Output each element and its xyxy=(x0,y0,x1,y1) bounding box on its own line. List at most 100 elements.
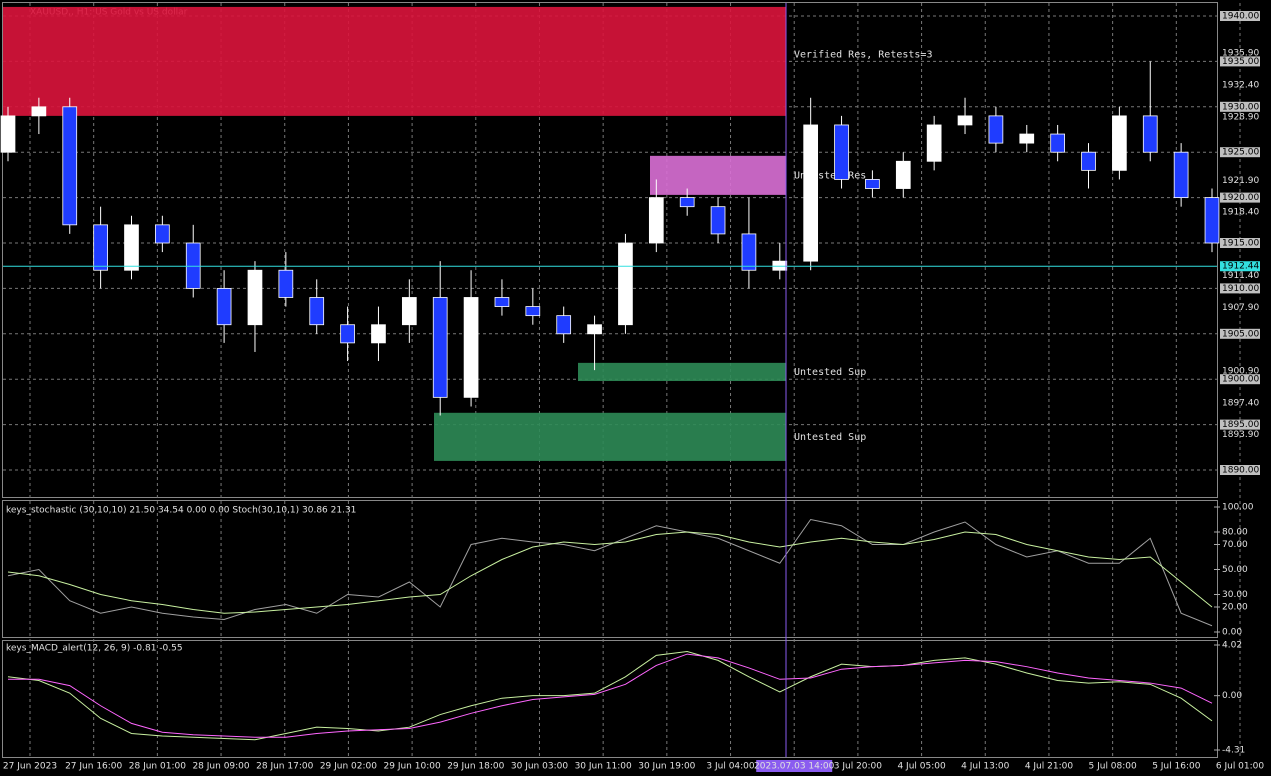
y-tick-label: 0.00 xyxy=(1222,628,1242,638)
x-tick-label: 28 Jun 01:00 xyxy=(129,762,186,772)
x-tick-label: 4 Jul 21:00 xyxy=(1025,762,1074,772)
x-tick-label: 29 Jun 10:00 xyxy=(384,762,441,772)
tick-box xyxy=(1220,283,1260,294)
x-tick-label: 4 Jul 13:00 xyxy=(961,762,1010,772)
tick-box xyxy=(1220,11,1260,21)
candle-body xyxy=(741,233,757,271)
y-tick-label: 1907.90 xyxy=(1222,303,1259,313)
candle-body xyxy=(340,324,355,344)
candle-body xyxy=(216,287,232,326)
y-tick-label: 1935.90 xyxy=(1222,49,1259,59)
x-tick-label: 27 Jun 16:00 xyxy=(65,762,122,772)
y-tick-label: 30.00 xyxy=(1222,590,1248,600)
panel-title: keys_stochastic (30,10,10) 21.50 34.54 0… xyxy=(6,506,356,516)
candle-body xyxy=(155,224,170,244)
candle-body xyxy=(648,197,664,244)
zone-label: Verified Res, Retests=3 xyxy=(794,49,932,60)
tick-box xyxy=(1220,192,1260,203)
y-tick-label: -4.31 xyxy=(1222,746,1245,756)
candle-body xyxy=(1204,197,1220,244)
tick-box xyxy=(1220,147,1260,158)
zone-label: Untested Res xyxy=(794,170,866,181)
tick-box xyxy=(1220,56,1260,67)
price-panel xyxy=(2,2,1218,498)
zone xyxy=(650,155,786,195)
y-tick-label: 1918.40 xyxy=(1222,208,1259,218)
indicator-line xyxy=(7,531,1213,614)
candle-body xyxy=(1173,151,1189,198)
candle-body xyxy=(1019,133,1035,144)
y-tick-label: 20.00 xyxy=(1222,603,1248,613)
tick-box xyxy=(1220,419,1260,430)
candle-body xyxy=(834,124,849,180)
y-tick-label: 1890.00 xyxy=(1222,466,1259,476)
y-tick-label: 1928.90 xyxy=(1222,112,1259,122)
y-tick-label: 1935.00 xyxy=(1222,57,1259,67)
y-tick-label: 1905.00 xyxy=(1222,329,1259,339)
current-price-box xyxy=(1220,261,1260,272)
x-tick-label: 30 Jun 03:00 xyxy=(511,762,568,772)
tick-box xyxy=(1220,465,1260,475)
candle-body xyxy=(309,297,325,326)
candle-body xyxy=(401,297,417,326)
x-tick-label: 30 Jun 19:00 xyxy=(638,762,695,772)
candle-body xyxy=(0,115,16,153)
x-tick-label: 3 Jul 04:00 xyxy=(706,762,755,772)
y-tick-label: 4.02 xyxy=(1222,641,1242,651)
x-tick-label: 4 Jul 05:00 xyxy=(897,762,946,772)
indicator-line xyxy=(7,518,1213,627)
x-tick-label: 29 Jun 18:00 xyxy=(447,762,504,772)
candle-body xyxy=(957,115,973,126)
zone xyxy=(3,6,786,116)
y-tick-label: 80.00 xyxy=(1222,528,1248,538)
candle-body xyxy=(494,297,510,307)
x-tick-label: 6 Jul 01:00 xyxy=(1216,762,1265,772)
candle-body xyxy=(803,124,819,262)
candle-body xyxy=(432,297,448,398)
y-tick-label: 1940.00 xyxy=(1222,12,1259,22)
y-tick-label: 1911.40 xyxy=(1222,271,1259,281)
x-tick-label: 28 Jun 09:00 xyxy=(192,762,249,772)
candle-body xyxy=(865,179,880,189)
y-tick-label: 1930.00 xyxy=(1222,102,1259,112)
candle-body xyxy=(185,242,201,289)
y-tick-label: 1932.40 xyxy=(1222,81,1259,91)
macd-panel xyxy=(2,640,1218,758)
candle-body xyxy=(926,124,942,162)
candle-body xyxy=(679,197,695,208)
candle-body xyxy=(988,115,1004,144)
candle-body xyxy=(62,106,78,226)
candle-body xyxy=(1142,115,1158,153)
y-tick-label: 1895.00 xyxy=(1222,420,1259,430)
candle-body xyxy=(525,306,541,317)
y-tick-label: 1910.00 xyxy=(1222,284,1259,294)
y-tick-label: 1925.00 xyxy=(1222,148,1259,158)
candle-body xyxy=(710,206,726,235)
candle-body xyxy=(31,106,47,117)
tick-box xyxy=(1220,328,1260,339)
x-tick-label: 2023.07.03 14:00 xyxy=(754,762,835,772)
y-tick-label: 100.00 xyxy=(1222,503,1254,513)
y-tick-label: 1920.00 xyxy=(1222,193,1259,203)
y-tick-label: 1915.00 xyxy=(1222,239,1259,249)
zone-label: Untested Sup xyxy=(794,367,866,378)
candle-body xyxy=(463,297,479,398)
indicator-line xyxy=(7,651,1213,741)
y-tick-label: 1900.00 xyxy=(1222,375,1259,385)
candle-body xyxy=(93,224,108,271)
y-tick-label: 1921.90 xyxy=(1222,176,1259,186)
x-tick-label: 27 Jun 2023 xyxy=(3,762,57,772)
x-tick-label: 30 Jun 11:00 xyxy=(575,762,632,772)
candle-body xyxy=(1112,115,1127,171)
zone xyxy=(578,362,786,382)
y-tick-label: 1897.40 xyxy=(1222,398,1259,408)
candle-body xyxy=(895,160,911,189)
y-tick-label: 0.00 xyxy=(1222,691,1242,701)
candle-body xyxy=(371,324,386,344)
tick-box xyxy=(1220,238,1260,248)
candle-body xyxy=(247,269,263,326)
y-tick-label: 1893.90 xyxy=(1222,430,1259,440)
x-tick-label: 28 Jun 17:00 xyxy=(256,762,313,772)
